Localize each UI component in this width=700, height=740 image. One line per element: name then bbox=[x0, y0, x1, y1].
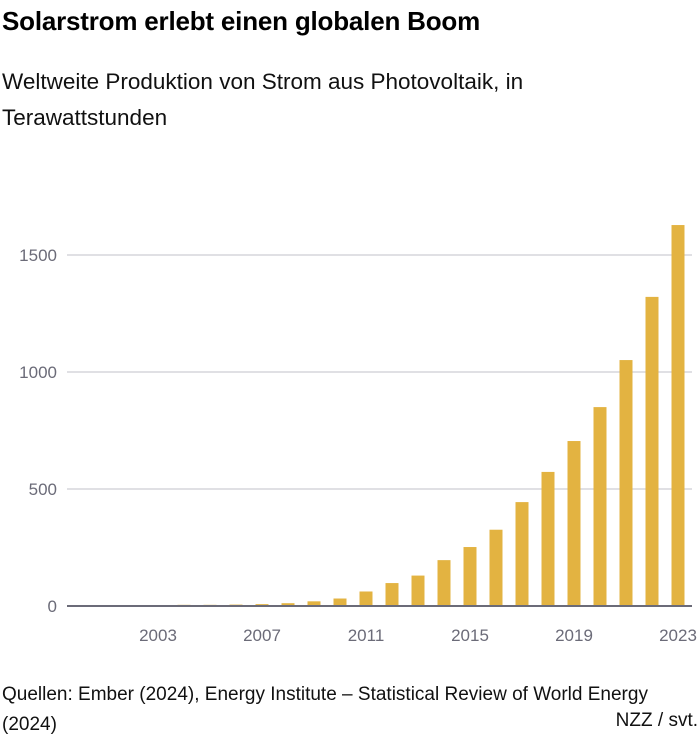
source-note: Quellen: Ember (2024), Energy Institute … bbox=[2, 684, 648, 735]
bar-2020 bbox=[593, 407, 607, 606]
bar-2016 bbox=[489, 529, 503, 606]
x-tick-label: 2003 bbox=[139, 626, 177, 645]
bar-2023 bbox=[671, 225, 685, 606]
credit: NZZ / svt. bbox=[615, 710, 698, 731]
bar-2014 bbox=[437, 560, 451, 606]
bar-2015 bbox=[463, 547, 477, 606]
bar-2019 bbox=[567, 441, 581, 606]
bar-2008 bbox=[281, 603, 295, 606]
x-tick-label: 2011 bbox=[348, 626, 385, 645]
bar-2018 bbox=[541, 471, 555, 606]
x-tick-label: 2019 bbox=[555, 626, 593, 645]
bar-2010 bbox=[333, 598, 347, 606]
bar-2013 bbox=[411, 575, 425, 606]
x-tick-label: 2015 bbox=[451, 626, 489, 645]
y-tick-label: 1000 bbox=[19, 363, 57, 382]
bar-2017 bbox=[515, 502, 529, 606]
bar-2012 bbox=[385, 583, 399, 606]
bar-chart: 0 500 1000 1500 2003 2007 2011 2015 2019 2023 bbox=[19, 225, 697, 645]
bar-2022 bbox=[645, 296, 659, 606]
chart-subtitle: Weltweite Produktion von Strom aus Photo… bbox=[2, 69, 524, 130]
chart-title: Solarstrom erlebt einen globalen Boom bbox=[2, 6, 481, 36]
y-tick-label: 500 bbox=[29, 480, 57, 499]
bar-2011 bbox=[359, 591, 373, 606]
x-tick-label: 2023 bbox=[659, 626, 697, 645]
y-tick-label: 1500 bbox=[19, 246, 57, 265]
bar-2009 bbox=[307, 601, 321, 606]
bar-2021 bbox=[619, 360, 633, 606]
y-tick-label: 0 bbox=[48, 597, 57, 616]
x-tick-label: 2007 bbox=[243, 626, 281, 645]
